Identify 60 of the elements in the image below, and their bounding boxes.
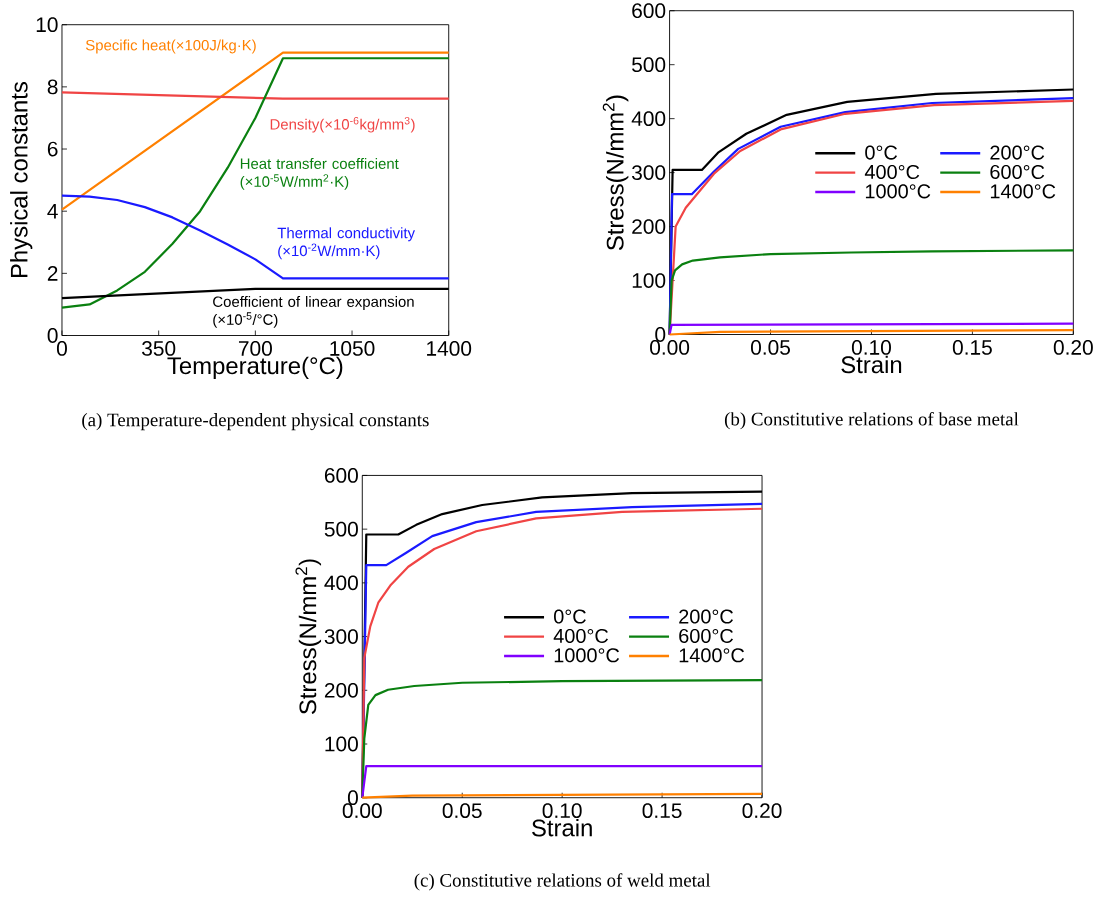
y-tick-label: 100 [632, 273, 666, 288]
x-tick-label: 1050 [330, 340, 375, 356]
y-tick-label: 8 [47, 79, 58, 95]
x-axis-title: Strain [532, 818, 592, 837]
y-tick-label: 200 [324, 682, 358, 698]
legend-label: 400°C [864, 164, 920, 179]
y-tick-label: 500 [632, 57, 666, 72]
y-tick-label: 300 [631, 165, 666, 180]
y-tick-label: 0 [655, 327, 666, 342]
legend-label: 1400°C [679, 648, 745, 663]
y-axis-title: Physical constants [10, 81, 33, 278]
legend-label: 1000°C [865, 184, 931, 199]
x-tick-label: 0.20 [742, 803, 782, 818]
x-tick-label: 0.15 [642, 803, 682, 818]
y-axis-title: Stress(N/mm$^{2}$) [295, 559, 322, 714]
x-tick-label: 0.05 [750, 339, 790, 355]
legend-label: 1000°C [554, 648, 620, 663]
y-tick-label: 6 [47, 141, 58, 157]
y-tick-label: 500 [324, 521, 358, 537]
y-tick-label: 400 [631, 111, 666, 126]
y-tick-label: 0 [47, 328, 58, 343]
series-label: Specific heat(×100J/kg·K) [85, 39, 256, 54]
legend-label: 400°C [553, 628, 609, 643]
x-tick-label: 0.00 [650, 339, 690, 355]
x-axis-title: Temperature(°C) [167, 356, 343, 379]
x-axis-title: Strain [841, 355, 902, 374]
text: (b) Constitutive relations of base metal [724, 411, 1019, 430]
x-tick-label: 350 [142, 340, 176, 356]
y-tick-label: 2 [47, 265, 58, 281]
text: (c) Constitutive relations of weld metal [414, 873, 711, 891]
series-label: Thermal conductivity (×10$^{-2}$W/mm·K) [277, 227, 415, 260]
legend-label: 1400°C [990, 184, 1056, 199]
legend-label: 200°C [679, 609, 734, 624]
y-tick-label: 100 [325, 736, 358, 752]
legend-label: 600°C [990, 164, 1045, 179]
y-tick-label: 300 [324, 629, 358, 644]
y-tick-label: 200 [632, 219, 666, 234]
text: (a) Temperature-dependent physical constants [82, 412, 429, 431]
y-axis-title: Stress(N/mm$^{2}$) [602, 95, 629, 251]
legend-label: 0°C [865, 145, 898, 160]
legend-label: 600°C [679, 628, 734, 643]
line-series [60, 194, 450, 280]
legend-label: 200°C [990, 145, 1045, 160]
y-tick-label: 600 [632, 3, 666, 19]
y-tick-label: 4 [47, 203, 58, 219]
series-label: Coefficient of linear expansion (×10$^{-5}$/°C) [213, 295, 414, 328]
legend-label: 0°C [554, 609, 586, 624]
x-tick-label: 0.10 [851, 339, 891, 355]
y-tick-label: 400 [324, 575, 358, 591]
x-tick-label: 0.10 [542, 803, 582, 818]
x-tick-label: 0.05 [442, 803, 482, 818]
line-series [60, 57, 450, 309]
y-tick-label: 10 [36, 17, 58, 33]
x-tick-label: 0.20 [1053, 339, 1093, 355]
series-label: Heat transfer coefficient (×10$^{-5}$W/mm$^{2}$·K) [240, 157, 399, 190]
series-label: Density(×10$^{-6}$kg/mm$^{3}$) [270, 116, 415, 133]
x-tick-label: 700 [238, 340, 272, 356]
x-tick-label: 0.15 [952, 339, 992, 355]
y-tick-label: 600 [324, 467, 358, 483]
x-tick-label: 1400 [427, 340, 472, 356]
